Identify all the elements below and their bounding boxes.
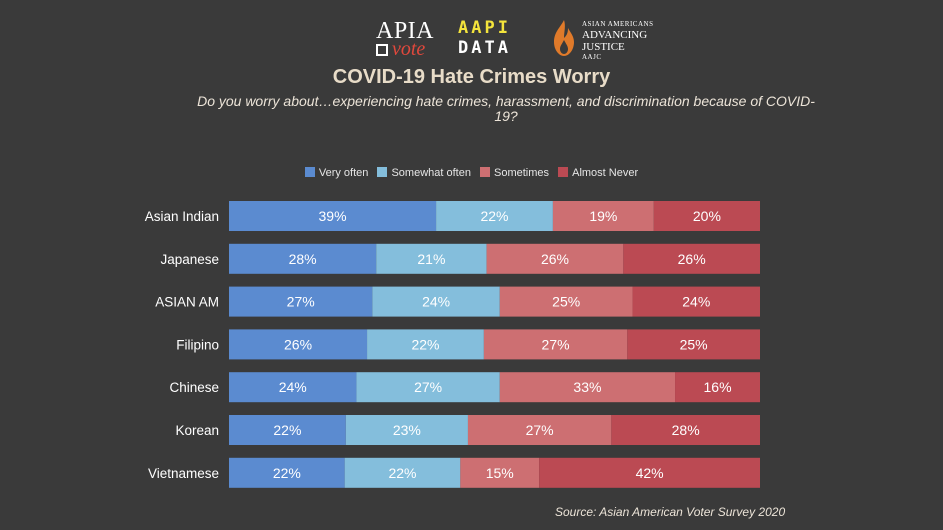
category-label: Asian Indian	[145, 209, 219, 224]
category-label: Japanese	[160, 252, 219, 267]
legend-item-very-often: Very often	[304, 167, 369, 179]
legend-label: Sometimes	[494, 167, 550, 179]
legend-item-sometimes: Sometimes	[480, 167, 549, 179]
data-label: 21%	[417, 251, 445, 267]
legend-label: Almost Never	[572, 167, 639, 179]
data-label: 27%	[287, 294, 315, 310]
bar-segment	[653, 201, 760, 231]
legend-swatch	[558, 167, 569, 177]
data-label: 28%	[289, 251, 317, 267]
category-label: Chinese	[169, 380, 219, 395]
legend-swatch	[304, 167, 315, 177]
bar-segment	[499, 286, 633, 317]
bar-segment	[552, 201, 654, 231]
bar-segment	[611, 415, 760, 445]
bar-segment	[675, 372, 760, 403]
aapi-logo-line2: DATA	[458, 38, 511, 58]
ballot-box-icon	[376, 44, 388, 56]
data-label: 19%	[589, 208, 617, 224]
bar-segment	[229, 243, 377, 274]
bar-segment	[467, 415, 612, 445]
bar-segment	[229, 415, 346, 445]
bar-segment	[627, 329, 760, 360]
bar-segment	[376, 243, 487, 274]
legend-swatch	[480, 167, 491, 177]
bar-segment	[623, 243, 760, 274]
bar-segment	[460, 457, 540, 488]
aapi-logo-line1: AAPI	[458, 18, 511, 38]
data-label: 22%	[411, 336, 439, 352]
bar-segment	[539, 457, 760, 488]
bar-segment	[499, 372, 676, 403]
chart-subtitle: Do you worry about…experiencing hate cri…	[197, 93, 815, 124]
source-note: Source: Asian American Voter Survey 2020	[555, 505, 786, 519]
flame-icon	[554, 20, 574, 56]
data-label: 27%	[414, 379, 442, 395]
data-label: 39%	[319, 208, 347, 224]
category-label: Vietnamese	[148, 466, 219, 481]
data-label: 25%	[680, 336, 708, 352]
data-label: 24%	[422, 294, 450, 310]
bar-segment	[229, 457, 345, 488]
bar-segment	[229, 286, 373, 317]
bar-segment	[486, 243, 624, 274]
data-label: 22%	[273, 422, 301, 438]
data-label: 33%	[573, 379, 601, 395]
bar-segment	[229, 372, 357, 403]
bar-segment	[356, 372, 500, 403]
bar-segment	[344, 457, 461, 488]
data-label: 24%	[682, 294, 710, 310]
data-label: 26%	[541, 251, 569, 267]
legend-swatch	[377, 167, 388, 177]
aajc-logo-line4: AAJC	[582, 53, 602, 61]
apia-logo-subtext: vote	[392, 38, 426, 60]
data-label: 26%	[678, 251, 706, 267]
legend-label: Somewhat often	[391, 167, 471, 179]
data-label: 24%	[279, 379, 307, 395]
bar-segment	[436, 201, 553, 231]
bar-segment	[229, 201, 437, 231]
category-label: Filipino	[176, 337, 219, 352]
chart-legend: Very often Somewhat often Sometimes Almo…	[0, 167, 943, 179]
data-label: 25%	[552, 294, 580, 310]
aajc-logo-line3: JUSTICE	[582, 41, 625, 53]
bar-segment	[372, 286, 500, 317]
data-label: 42%	[636, 465, 664, 481]
bar-segment	[367, 329, 484, 360]
aajc-logo-line2: ADVANCING	[582, 29, 648, 41]
data-label: 20%	[693, 208, 721, 224]
apia-vote-logo: APIA vote	[376, 18, 446, 60]
category-label: Korean	[175, 423, 219, 438]
chart-title: COVID-19 Hate Crimes Worry	[332, 66, 611, 88]
logo-bar: APIA vote AAPI DATA ASIAN AMERICANS ADVA…	[0, 14, 943, 62]
data-label: 23%	[393, 422, 421, 438]
legend-item-somewhat-often: Somewhat often	[377, 167, 471, 179]
data-label: 27%	[526, 422, 554, 438]
aapi-data-logo: AAPI DATA	[458, 18, 540, 60]
data-label: 27%	[542, 336, 570, 352]
aajc-logo-line1: ASIAN AMERICANS	[582, 20, 654, 28]
bar-segment	[483, 329, 628, 360]
apia-logo-text: APIA	[376, 18, 435, 44]
legend-item-almost-never: Almost Never	[558, 167, 638, 179]
data-label: 15%	[486, 465, 514, 481]
data-label: 22%	[388, 465, 416, 481]
legend-label: Very often	[318, 167, 369, 179]
bar-segment	[229, 329, 368, 360]
bar-segment	[345, 415, 468, 445]
data-label: 22%	[273, 465, 301, 481]
category-label: ASIAN AM	[155, 295, 219, 310]
bar-segment	[632, 286, 760, 317]
data-label: 16%	[704, 379, 732, 395]
aajc-logo: ASIAN AMERICANS ADVANCING JUSTICE AAJC	[550, 18, 660, 62]
data-label: 26%	[284, 336, 312, 352]
data-label: 22%	[480, 208, 508, 224]
data-label: 28%	[672, 422, 700, 438]
